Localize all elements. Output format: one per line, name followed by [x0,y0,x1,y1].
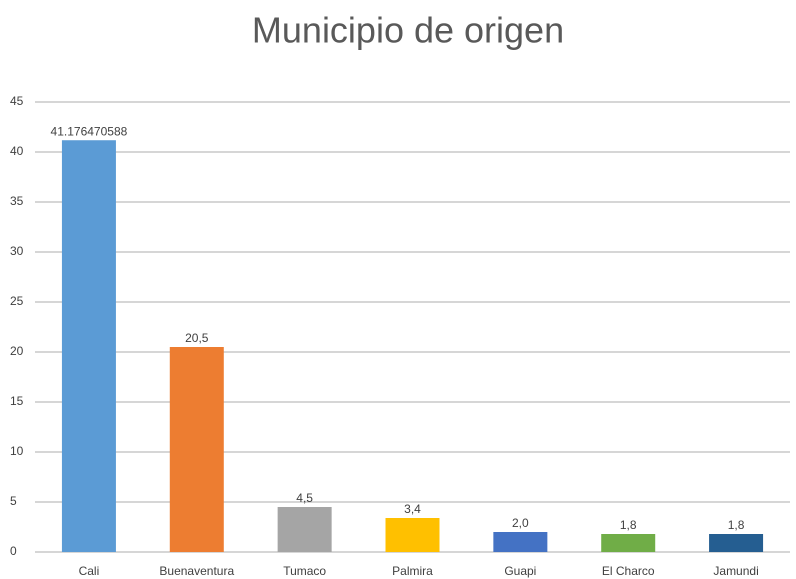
bar [169,347,224,552]
y-tick-label: 0 [10,544,17,558]
bar [61,140,116,552]
y-tick-label: 35 [10,194,24,208]
data-label: 3,4 [404,502,421,516]
x-tick-label: Palmira [392,564,433,578]
x-tick-label: El Charco [602,564,655,578]
y-tick-label: 30 [10,244,24,258]
chart-title: Municipio de origen [252,10,564,51]
x-tick-label: Guapi [504,564,536,578]
data-label: 1,8 [728,518,745,532]
data-label: 20,5 [185,331,209,345]
y-tick-label: 15 [10,394,24,408]
data-label: 4,5 [296,491,313,505]
data-label: 1,8 [620,518,637,532]
bar [493,532,548,552]
x-tick-label: Buenaventura [159,564,234,578]
y-tick-label: 20 [10,344,24,358]
data-label: 41.176470588 [51,124,128,138]
bar [709,534,764,552]
x-tick-label: Jamundi [713,564,758,578]
y-tick-label: 40 [10,144,24,158]
y-tick-label: 25 [10,294,24,308]
bar [385,518,440,552]
y-tick-label: 45 [10,94,24,108]
y-tick-label: 5 [10,494,17,508]
bar [277,507,332,552]
x-tick-label: Cali [79,564,100,578]
data-label: 2,0 [512,516,529,530]
x-tick-label: Tumaco [283,564,326,578]
y-tick-label: 10 [10,444,24,458]
bar [601,534,656,552]
